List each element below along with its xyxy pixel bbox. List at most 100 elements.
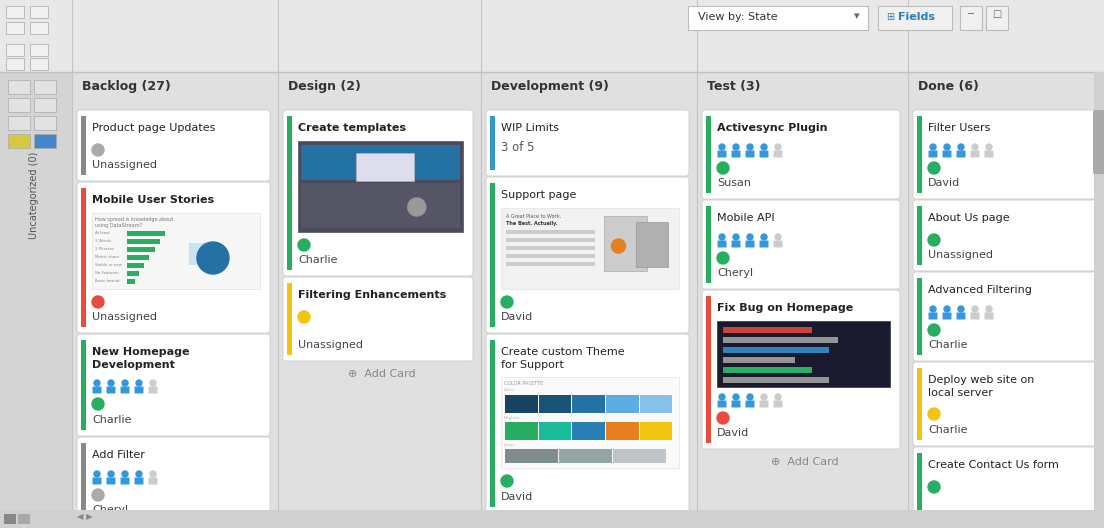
Text: WIP Limits: WIP Limits <box>501 123 559 133</box>
FancyBboxPatch shape <box>77 437 270 526</box>
Text: Mobile API: Mobile API <box>716 213 775 223</box>
Bar <box>301 145 460 180</box>
Text: blues: blues <box>505 388 514 392</box>
Text: Filtering Enhancements: Filtering Enhancements <box>298 290 446 300</box>
Bar <box>8 98 30 112</box>
Text: ⊞: ⊞ <box>887 12 894 22</box>
Bar <box>559 449 613 463</box>
Circle shape <box>108 380 114 386</box>
Bar <box>723 337 838 343</box>
Bar <box>505 395 538 413</box>
Text: 2 Words: 2 Words <box>95 239 110 243</box>
Bar <box>613 449 667 463</box>
Bar <box>30 6 47 18</box>
FancyBboxPatch shape <box>970 313 979 319</box>
Circle shape <box>197 242 229 274</box>
Bar <box>81 340 86 430</box>
Bar <box>8 134 30 148</box>
Circle shape <box>94 380 100 386</box>
Circle shape <box>958 144 964 150</box>
Bar <box>539 422 572 440</box>
Text: Cheryl: Cheryl <box>716 268 753 278</box>
Text: No Features: No Features <box>95 271 118 275</box>
Bar <box>723 367 813 373</box>
Bar <box>506 246 595 250</box>
Circle shape <box>958 306 964 312</box>
Circle shape <box>123 380 128 386</box>
Text: Uncategorized (0): Uncategorized (0) <box>29 152 39 239</box>
Bar <box>716 321 890 387</box>
Bar <box>917 206 922 265</box>
Bar <box>705 296 711 443</box>
FancyBboxPatch shape <box>985 313 994 319</box>
Bar <box>539 422 572 440</box>
Circle shape <box>747 234 753 240</box>
Circle shape <box>733 234 739 240</box>
Bar <box>907 72 1104 106</box>
Circle shape <box>123 471 128 477</box>
Text: A Great Place to Work,: A Great Place to Work, <box>506 214 561 219</box>
Bar <box>1094 72 1104 528</box>
Bar <box>72 72 275 106</box>
Bar <box>127 271 139 276</box>
Circle shape <box>501 475 513 487</box>
FancyBboxPatch shape <box>93 477 102 485</box>
Bar <box>505 422 538 440</box>
Text: Design (2): Design (2) <box>288 80 361 93</box>
Bar <box>878 6 952 30</box>
Text: 3 of 5: 3 of 5 <box>501 141 534 154</box>
FancyBboxPatch shape <box>702 290 900 449</box>
Text: David: David <box>501 312 533 322</box>
Text: Create custom Theme: Create custom Theme <box>501 347 625 357</box>
Bar <box>127 255 149 260</box>
Bar <box>301 183 460 228</box>
Text: View by: State: View by: State <box>698 12 777 22</box>
FancyBboxPatch shape <box>745 150 754 157</box>
Bar <box>127 239 160 244</box>
Bar <box>81 116 86 175</box>
Circle shape <box>719 394 725 400</box>
Bar <box>481 72 694 106</box>
Text: New Homepage: New Homepage <box>92 347 190 357</box>
Bar <box>723 377 829 383</box>
Bar <box>490 340 495 507</box>
Circle shape <box>986 306 992 312</box>
Text: Basic format: Basic format <box>95 279 119 283</box>
Text: using DataStream?: using DataStream? <box>95 223 142 228</box>
Text: Unassigned: Unassigned <box>92 312 157 322</box>
Circle shape <box>719 234 725 240</box>
Text: Duplicate Filters: Duplicate Filters <box>501 527 591 528</box>
Text: brighter: brighter <box>505 416 521 420</box>
FancyBboxPatch shape <box>956 150 966 157</box>
FancyBboxPatch shape <box>745 240 754 248</box>
Bar <box>604 216 647 271</box>
Bar <box>8 80 30 94</box>
Bar <box>0 0 1104 38</box>
Circle shape <box>136 471 142 477</box>
Text: Cheryl: Cheryl <box>92 505 128 515</box>
FancyBboxPatch shape <box>77 527 270 528</box>
Text: grays: grays <box>505 443 516 447</box>
Bar <box>986 6 1008 30</box>
Text: Filter Users: Filter Users <box>928 123 990 133</box>
FancyBboxPatch shape <box>149 477 158 485</box>
FancyBboxPatch shape <box>913 272 1098 361</box>
FancyBboxPatch shape <box>774 401 783 408</box>
Text: Metric share: Metric share <box>95 255 119 259</box>
Bar <box>8 116 30 130</box>
Text: The Best. Actually.: The Best. Actually. <box>506 221 558 226</box>
Circle shape <box>733 394 739 400</box>
FancyBboxPatch shape <box>486 514 689 528</box>
Bar <box>490 183 495 327</box>
Bar <box>18 514 30 524</box>
FancyBboxPatch shape <box>913 447 1098 528</box>
FancyBboxPatch shape <box>774 240 783 248</box>
Bar <box>127 279 135 284</box>
FancyBboxPatch shape <box>106 477 116 485</box>
FancyBboxPatch shape <box>760 401 768 408</box>
Bar <box>506 254 595 258</box>
Circle shape <box>761 394 767 400</box>
Text: □: □ <box>992 9 1001 19</box>
Bar <box>30 22 47 34</box>
Bar <box>278 72 478 106</box>
